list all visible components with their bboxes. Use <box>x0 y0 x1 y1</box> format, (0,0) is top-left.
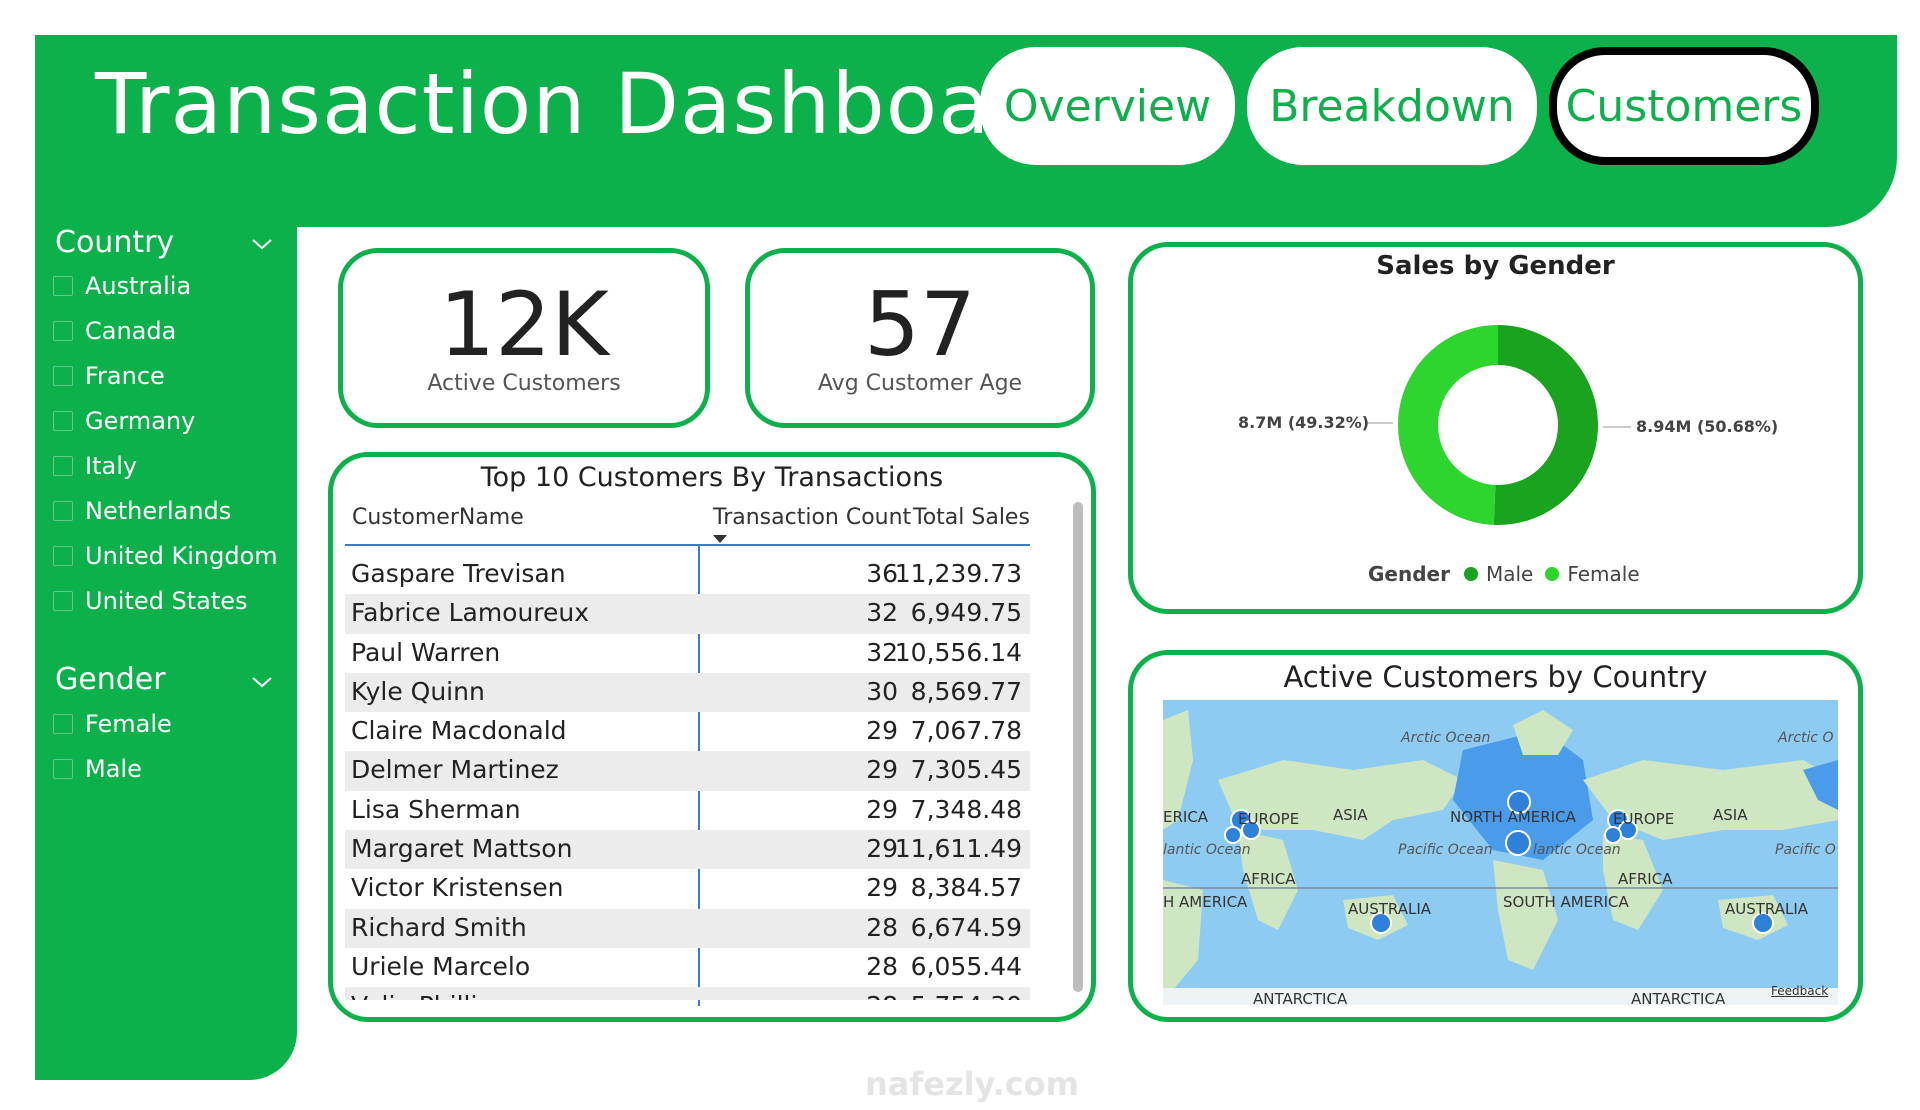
slice-label-female: 8.7M (49.32%) <box>1238 413 1370 432</box>
country-option-united-kingdom[interactable]: United Kingdom <box>53 542 278 570</box>
gender-filter-title: Gender <box>55 662 166 697</box>
checkbox[interactable] <box>53 456 73 476</box>
country-option-germany[interactable]: Germany <box>53 407 195 435</box>
table-row[interactable]: Claire Macdonald 29 7,067.78 <box>351 716 1022 746</box>
kpi-card-active-customers: 12K Active Customers <box>338 248 710 428</box>
kpi-value: 57 <box>864 273 976 376</box>
map-title: Active Customers by Country <box>1283 660 1708 694</box>
map-label: Pacific O <box>1775 842 1836 858</box>
legend-item-male[interactable]: Male <box>1485 562 1534 586</box>
active-customers-map-card: Active Customers by Country <box>1128 650 1863 1022</box>
kpi-label: Avg Customer Age <box>817 371 1023 396</box>
map-label: H AMERICA <box>1163 893 1248 911</box>
legend-dot-male <box>1463 567 1478 581</box>
map-label: AUSTRALIA <box>1725 900 1809 918</box>
map-label: ANTARCTICA <box>1253 990 1348 1005</box>
map-label: Arctic Ocean <box>1401 730 1491 746</box>
table-row[interactable]: Gaspare Trevisan 36 11,239.73 <box>351 559 1022 588</box>
checkbox[interactable] <box>53 714 73 734</box>
scrollbar-thumb[interactable] <box>1073 502 1083 992</box>
map-label: Pacific Ocean <box>1398 842 1493 858</box>
world-map[interactable]: Arctic Ocean Arctic O EUROPE EUROPE ASIA… <box>1163 700 1838 1005</box>
page-title: Transaction Dashboard <box>95 55 1079 153</box>
table-row[interactable]: Richard Smith 28 6,674.59 <box>345 908 1030 948</box>
map-label: ASIA <box>1713 806 1748 824</box>
gender-option-male[interactable]: Male <box>53 755 142 783</box>
table-row[interactable]: Victor Kristensen 29 8,384.57 <box>351 873 1022 903</box>
chevron-down-icon[interactable] <box>250 232 274 256</box>
legend-item-female[interactable]: Female <box>1567 562 1640 586</box>
column-header-transaction-count[interactable]: Transaction Count <box>713 505 912 530</box>
gender-option-female[interactable]: Female <box>53 710 172 738</box>
map-label: AUSTRALIA <box>1348 900 1432 918</box>
table-row[interactable]: Fabrice Lamoureux 32 6,949.75 <box>345 594 1030 634</box>
slice-label-male: 8.94M (50.68%) <box>1636 417 1779 436</box>
table-row[interactable]: Delmer Martinez 29 7,305.45 <box>345 751 1030 791</box>
country-option-netherlands[interactable]: Netherlands <box>53 497 231 525</box>
tab-breakdown[interactable]: Breakdown <box>1247 47 1537 165</box>
donut-chart <box>1365 325 1631 525</box>
legend-dot-female <box>1545 567 1560 581</box>
map-label: lantic Ocean <box>1163 842 1251 858</box>
map-label: AFRICA <box>1618 870 1673 888</box>
country-option-united-states[interactable]: United States <box>53 587 248 615</box>
table-row[interactable]: Kyle Quinn 30 8,569.77 <box>345 672 1030 713</box>
donut-slice-male[interactable] <box>1493 325 1599 525</box>
table-title: Top 10 Customers By Transactions <box>480 462 944 493</box>
sort-descending-icon[interactable] <box>713 535 727 544</box>
checkbox[interactable] <box>53 591 73 611</box>
checkbox[interactable] <box>53 366 73 386</box>
donut-title: Sales by Gender <box>1376 251 1615 281</box>
checkbox[interactable] <box>53 411 73 431</box>
table-row[interactable]: Lisa Sherman 29 7,348.48 <box>351 794 1022 824</box>
kpi-card-avg-customer-age: 57 Avg Customer Age <box>745 248 1095 428</box>
map-label: EUROPE <box>1613 810 1675 828</box>
map-label: ERICA <box>1163 808 1209 826</box>
checkbox[interactable] <box>53 546 73 566</box>
filter-sidebar: Country Australia Canada France Germany … <box>35 220 297 1080</box>
checkbox[interactable] <box>53 321 73 341</box>
country-option-australia[interactable]: Australia <box>53 272 191 300</box>
top-customers-table-card: Top 10 Customers By Transactions Custome… <box>328 452 1096 1022</box>
table-row[interactable]: Uriele Marcelo 28 6,055.44 <box>351 951 1022 981</box>
feedback-link[interactable]: Feedback <box>1771 984 1829 998</box>
legend-title: Gender <box>1368 562 1450 586</box>
chevron-down-icon[interactable] <box>250 670 274 694</box>
table-body: Gaspare Trevisan 36 11,239.73 Fabrice Lamo… <box>345 555 1030 1000</box>
map-label: SOUTH AMERICA <box>1503 893 1629 911</box>
country-option-france[interactable]: France <box>53 362 165 390</box>
sales-by-gender-card: Sales by Gender 8.7M (49.32%) 8.94M (50.… <box>1128 242 1863 614</box>
watermark-text: nafezly.com <box>865 1065 1079 1103</box>
map-label: EUROPE <box>1238 810 1300 828</box>
map-canvas <box>1163 700 1838 1005</box>
map-label: lantic Ocean <box>1533 842 1621 858</box>
table-row[interactable]: Paul Warren 32 10,556.14 <box>351 637 1022 667</box>
country-filter-title: Country <box>55 225 175 260</box>
map-label: ASIA <box>1333 806 1368 824</box>
column-header-total-sales[interactable]: Total Sales <box>913 505 1030 530</box>
checkbox[interactable] <box>53 501 73 521</box>
tab-overview[interactable]: Overview <box>980 47 1235 165</box>
header-divider <box>345 544 1030 546</box>
kpi-label: Active Customers <box>427 371 621 396</box>
donut-slice-female[interactable] <box>1398 325 1498 525</box>
tab-customers[interactable]: Customers <box>1549 47 1819 165</box>
map-label: Arctic O <box>1778 730 1834 746</box>
country-option-canada[interactable]: Canada <box>53 317 176 345</box>
chart-legend: Gender Male Female <box>1368 562 1640 586</box>
country-option-italy[interactable]: Italy <box>53 452 137 480</box>
map-label: AFRICA <box>1241 870 1296 888</box>
header-bar: Transaction Dashboard Overview Breakdown… <box>35 35 1897 227</box>
table-row[interactable]: Velia Phillips285,754.30 <box>345 987 1030 1000</box>
checkbox[interactable] <box>53 759 73 779</box>
kpi-value: 12K <box>439 273 609 376</box>
map-label: ANTARCTICA <box>1631 990 1726 1005</box>
column-header-customer-name[interactable]: CustomerName <box>352 505 524 530</box>
table-row[interactable]: Margaret Mattson 29 11,611.49 <box>345 830 1030 870</box>
map-label: NORTH AMERICA <box>1450 808 1576 826</box>
checkbox[interactable] <box>53 276 73 296</box>
